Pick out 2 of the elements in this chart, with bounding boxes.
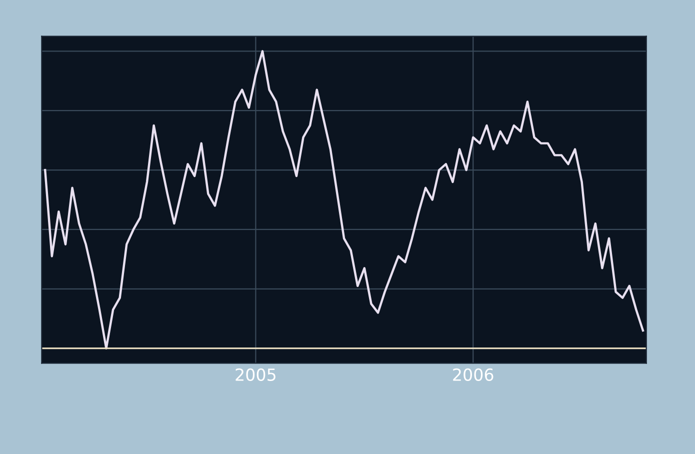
x-tick-label: 2005 [236,368,276,381]
x-tick-label: 2006 [453,368,494,381]
